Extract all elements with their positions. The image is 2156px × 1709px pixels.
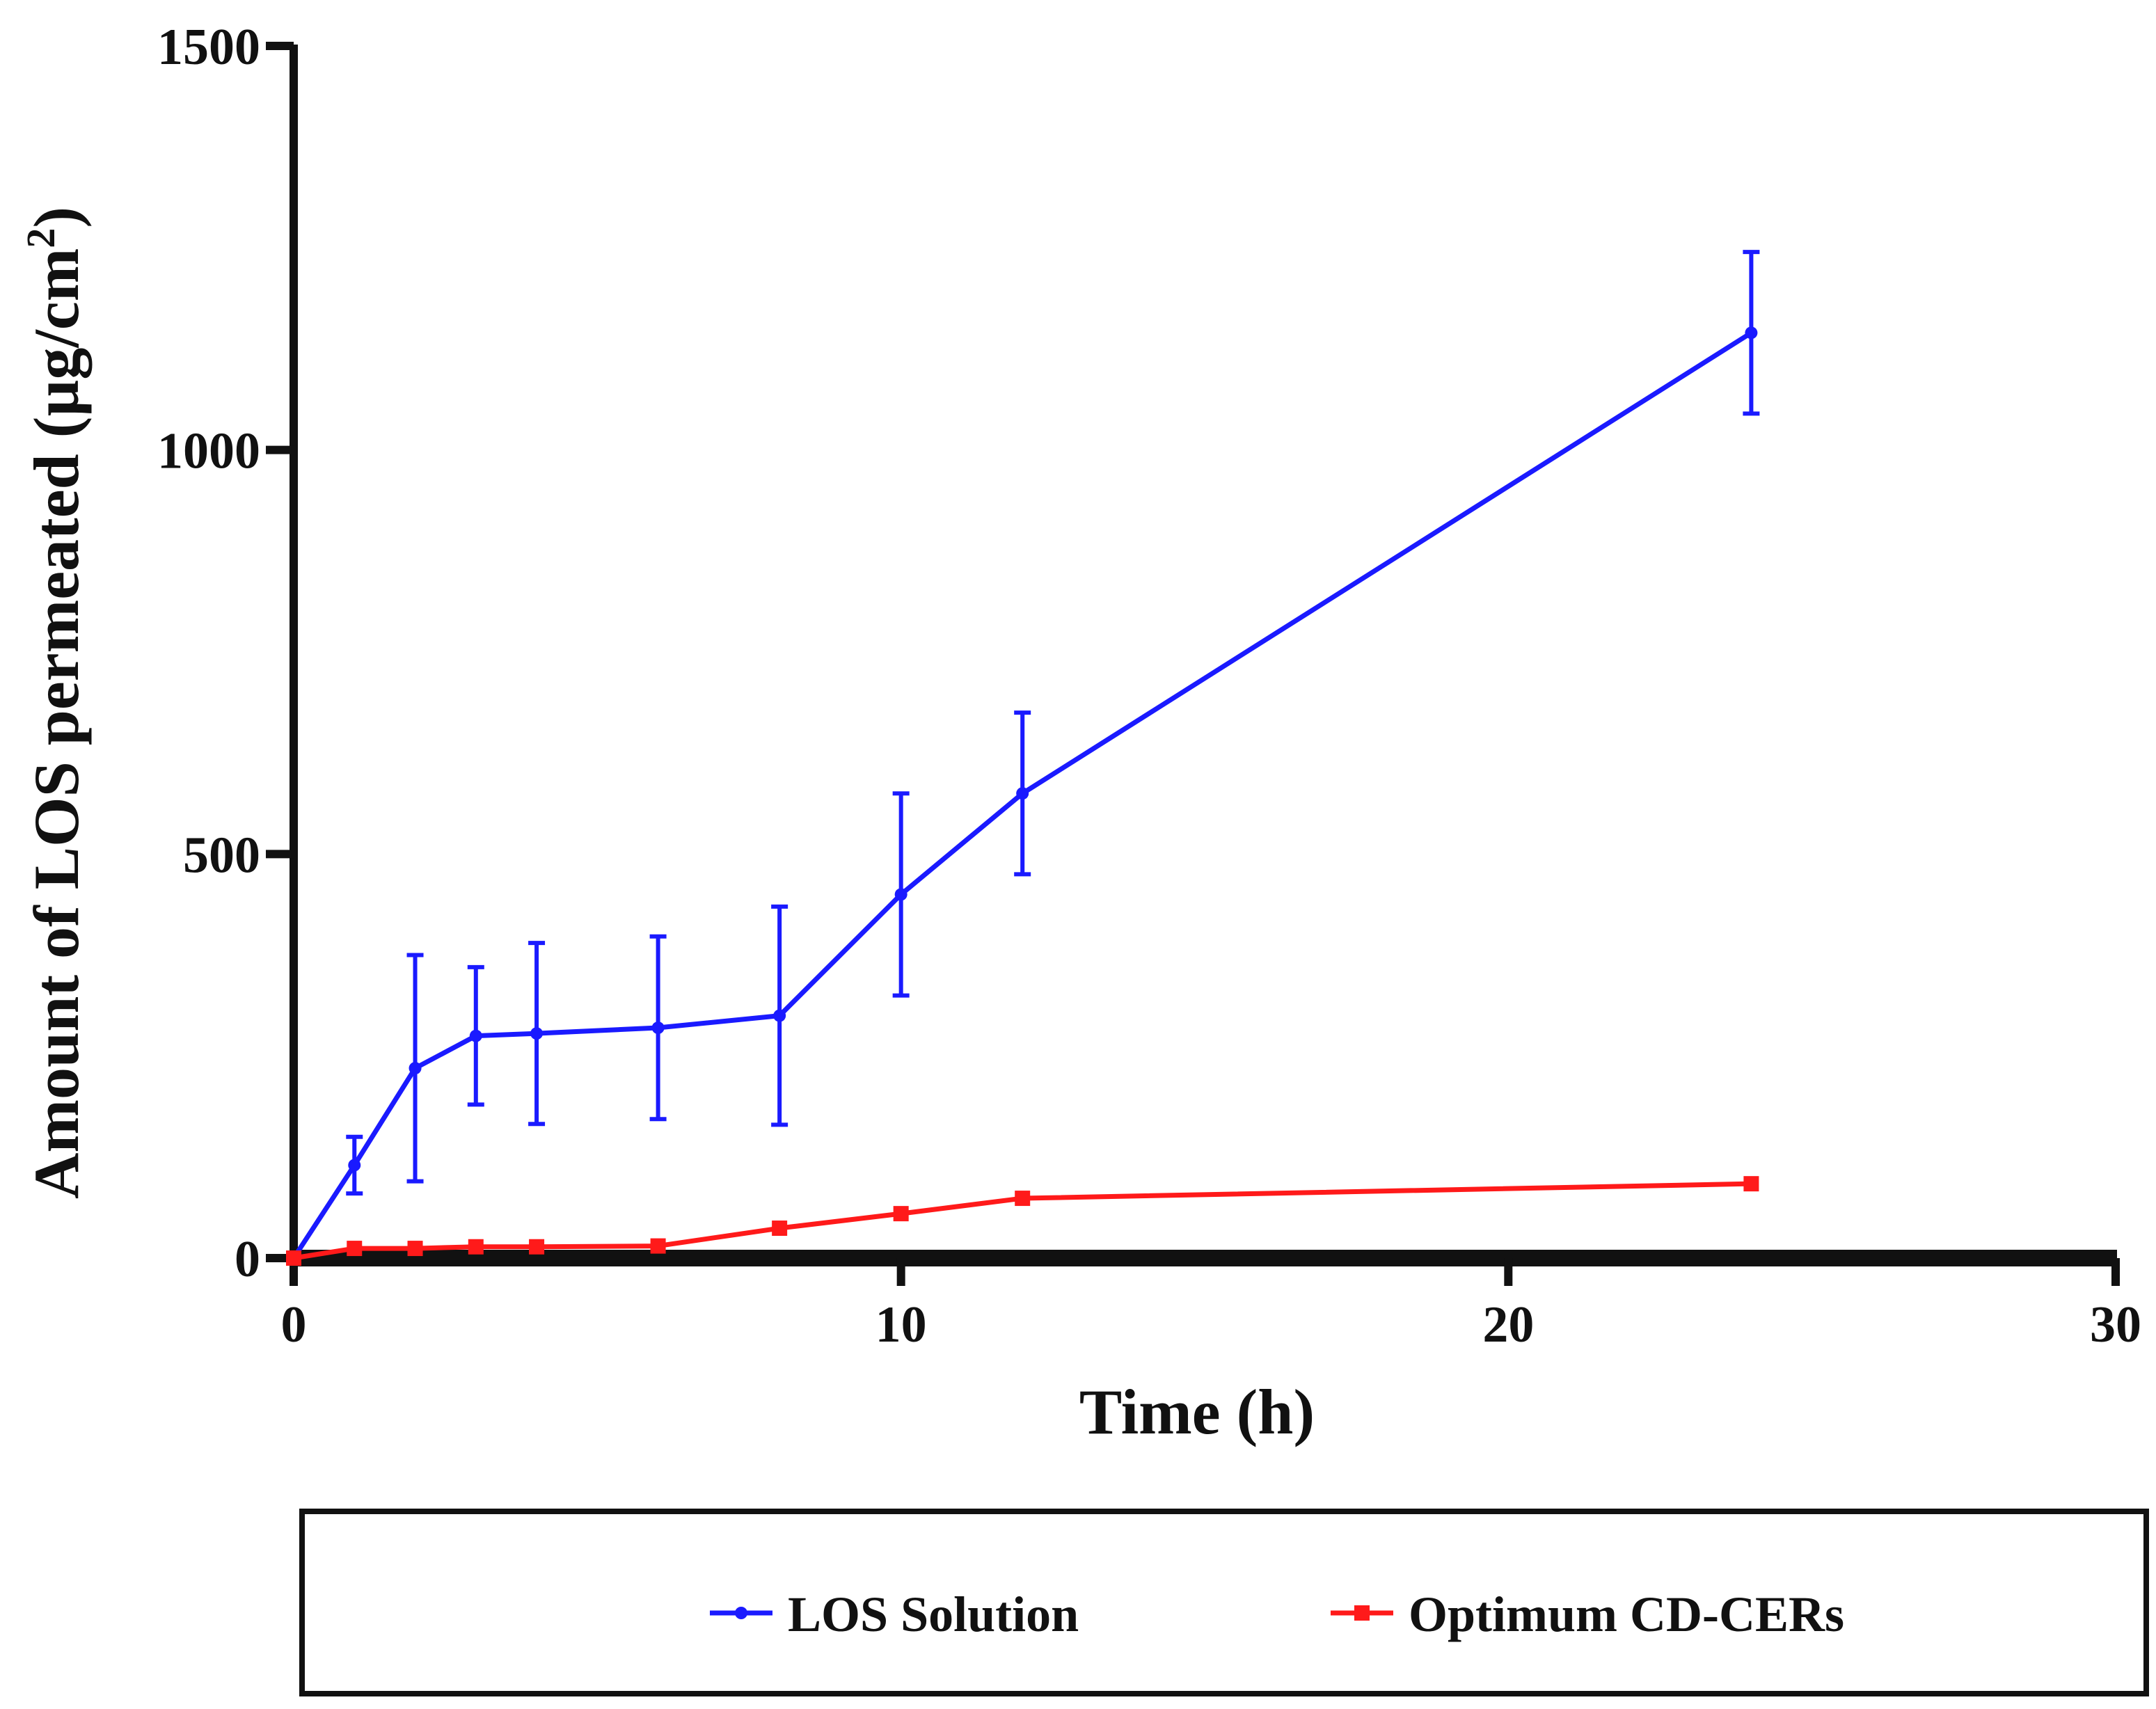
series-layer xyxy=(286,250,1760,1266)
x-tick-label: 10 xyxy=(875,1296,927,1353)
y-tick-label: 1500 xyxy=(157,19,260,76)
legend: LOS Solution Optimum CD-CERs xyxy=(299,1509,2149,1696)
legend-item: LOS Solution xyxy=(710,1587,1079,1642)
data-point xyxy=(286,1250,301,1266)
x-tick-label: 30 xyxy=(2090,1296,2141,1353)
data-point xyxy=(651,1022,665,1035)
data-point xyxy=(894,888,907,901)
data-point xyxy=(407,1241,423,1257)
x-tick-label: 20 xyxy=(1482,1296,1534,1353)
legend-items: LOS Solution Optimum CD-CERs xyxy=(710,1587,1844,1642)
legend-swatch-marker xyxy=(1354,1605,1370,1621)
data-point xyxy=(893,1206,909,1222)
x-axis-title: Time (h) xyxy=(1079,1376,1315,1447)
series-line xyxy=(293,1181,1752,1261)
y-tick-label: 500 xyxy=(183,827,260,884)
data-point xyxy=(1743,1176,1759,1192)
data-point xyxy=(348,1159,361,1172)
legend-box xyxy=(299,1509,2149,1696)
series-los-solution xyxy=(287,250,1760,1264)
data-point xyxy=(529,1239,545,1255)
data-point xyxy=(650,1238,666,1254)
y-tick-label: 1000 xyxy=(157,423,260,480)
axes xyxy=(290,45,2117,1266)
data-point xyxy=(409,1062,422,1075)
legend-label: LOS Solution xyxy=(788,1587,1079,1642)
legend-swatch-marker xyxy=(735,1607,747,1619)
series-optimum-cd-cers xyxy=(286,1176,1759,1266)
legend-label: Optimum CD-CERs xyxy=(1409,1587,1844,1642)
y-axis-title-main: Amount of LOS permeated (µg/cm xyxy=(21,248,92,1199)
x-tick-label: 0 xyxy=(281,1296,307,1353)
y-axis-title-sup: 2 xyxy=(18,228,63,248)
data-point xyxy=(530,1027,544,1040)
data-point xyxy=(1745,326,1758,340)
series-line xyxy=(292,331,1753,1259)
data-point xyxy=(772,1221,788,1237)
data-point xyxy=(773,1009,786,1022)
y-axis-title-close: ) xyxy=(21,207,92,228)
data-point xyxy=(468,1239,484,1255)
legend-item: Optimum CD-CERs xyxy=(1331,1587,1844,1642)
data-point xyxy=(1016,787,1029,800)
y-tick-label: 0 xyxy=(235,1231,260,1288)
y-axis-title: Amount of LOS permeated (µg/cm2) xyxy=(18,207,92,1199)
data-point xyxy=(469,1029,482,1042)
ticks: 0 10 20 30 0 500 1000 1500 xyxy=(157,19,2141,1353)
data-point xyxy=(1015,1191,1031,1207)
data-point xyxy=(347,1241,363,1257)
